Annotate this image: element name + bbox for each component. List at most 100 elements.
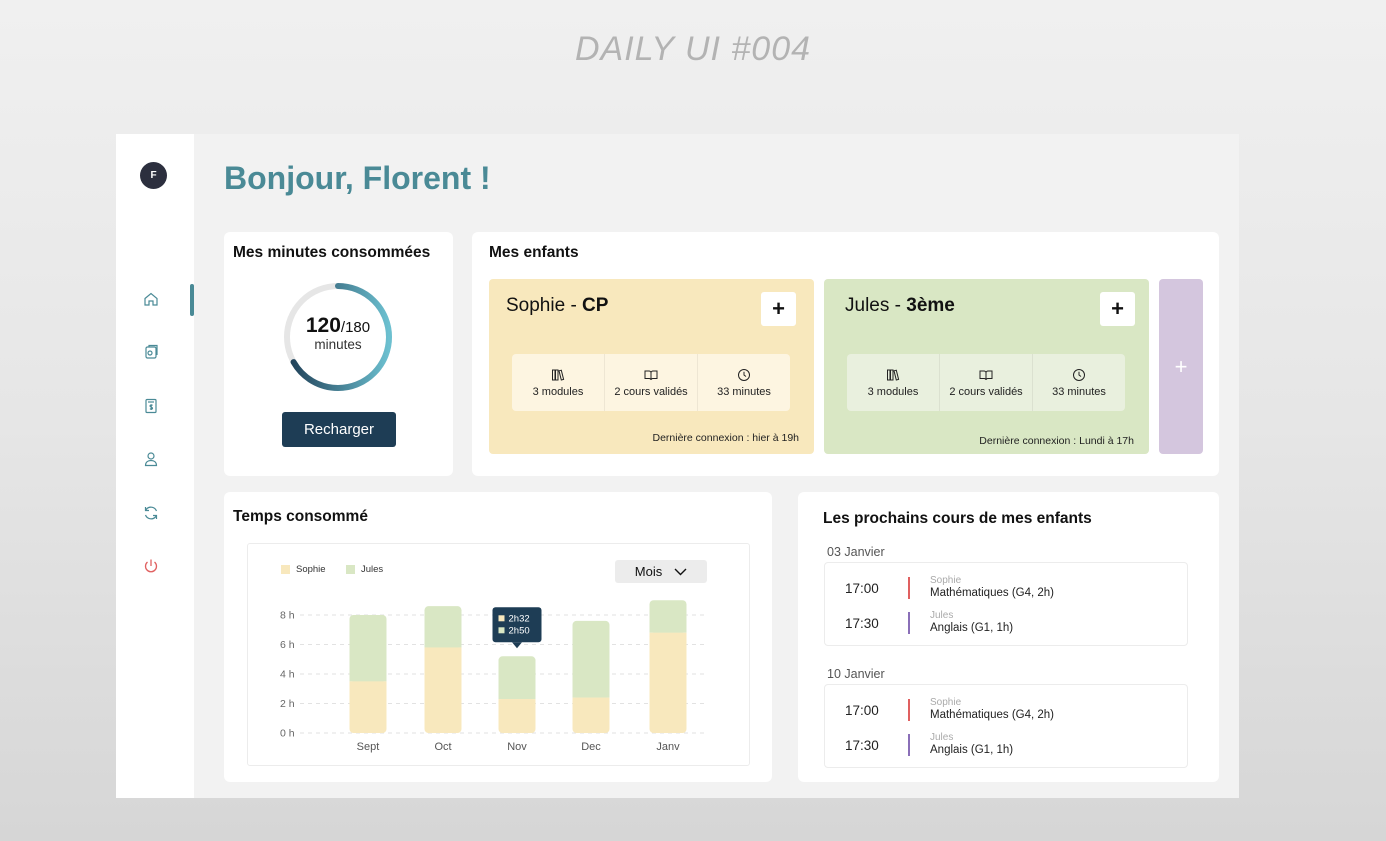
page-title: Bonjour, Florent ! xyxy=(224,160,491,196)
course-color-bar xyxy=(908,612,910,634)
child-add-button[interactable]: + xyxy=(1100,292,1135,326)
bar-sophie-sept xyxy=(349,681,387,733)
minutes-unit: minutes xyxy=(314,337,362,352)
bar-sophie-oct xyxy=(424,647,462,733)
bar-seam-bottom xyxy=(498,699,536,704)
avatar[interactable]: F xyxy=(140,162,167,189)
tooltip-swatch xyxy=(498,615,505,622)
legend-swatch-jules xyxy=(346,565,355,574)
day-schedule: 17:00 Sophie Mathématiques (G4, 2h) 17:3… xyxy=(824,684,1188,768)
course-color-bar xyxy=(908,699,910,721)
child-card-jules[interactable]: Jules - 3ème + 3 modules 2 cours validés… xyxy=(824,279,1149,454)
minutes-card: Mes minutes consommées 120/180 minutes R… xyxy=(224,232,453,476)
bar-seam-top xyxy=(498,695,536,700)
recharge-button[interactable]: Recharger xyxy=(282,412,396,447)
nav-sync[interactable] xyxy=(142,504,160,522)
app-window: F Bonjour, Florent ! Mes minutes consomm… xyxy=(116,134,1239,798)
bar-sophie-nov xyxy=(498,699,536,733)
course-name: Mathématiques (G4, 2h) xyxy=(930,709,1055,721)
stat-courses: 2 cours validés xyxy=(939,354,1032,411)
child-last-login: Dernière connexion : hier à 19h xyxy=(652,432,799,444)
course-child: Jules xyxy=(930,732,954,743)
book-open-icon xyxy=(644,370,658,380)
documents-icon xyxy=(145,344,158,359)
children-card: Mes enfants Sophie - CP + 3 modules 2 co… xyxy=(472,232,1219,476)
time-consumed-card: Temps consommé Sophie Jules Mois 0 h 2 h 4… xyxy=(224,492,772,782)
bar-sophie-dec xyxy=(572,697,610,733)
tooltip-value: 2h32 xyxy=(509,613,530,624)
course-time: 17:00 xyxy=(845,703,879,718)
stat-modules: 3 modules xyxy=(847,354,939,411)
course-item[interactable]: 17:00 Sophie Mathématiques (G4, 2h) xyxy=(845,575,1175,605)
stat-courses: 2 cours validés xyxy=(604,354,697,411)
user-icon xyxy=(144,452,158,467)
course-name: Mathématiques (G4, 2h) xyxy=(930,587,1055,599)
add-child-button[interactable]: + xyxy=(1159,279,1203,454)
x-tick-label: Janv xyxy=(656,741,680,753)
child-name: Sophie - CP xyxy=(506,295,609,316)
nav-home[interactable] xyxy=(142,290,160,308)
bar-jules-oct xyxy=(424,606,462,648)
x-tick-label: Nov xyxy=(507,741,527,753)
y-tick-label: 4 h xyxy=(280,669,295,681)
course-item[interactable]: 17:30 Jules Anglais (G1, 1h) xyxy=(845,732,1175,762)
nav-documents[interactable] xyxy=(142,343,160,361)
home-icon xyxy=(144,292,158,306)
child-card-sophie[interactable]: Sophie - CP + 3 modules 2 cours validés … xyxy=(489,279,814,454)
clock-icon xyxy=(1073,368,1085,381)
y-tick-label: 2 h xyxy=(280,698,295,710)
bar-seam-top xyxy=(424,643,462,648)
invoice-icon xyxy=(145,398,157,414)
course-time: 17:30 xyxy=(845,616,879,631)
nav-invoices[interactable] xyxy=(142,397,160,415)
bar-jules-dec xyxy=(572,620,610,698)
upcoming-card-title: Les prochains cours de mes enfants xyxy=(823,510,1092,527)
clock-icon xyxy=(738,368,750,381)
course-time: 17:00 xyxy=(845,581,879,596)
minutes-total: /180 xyxy=(340,319,371,336)
period-select[interactable]: Mois xyxy=(615,560,707,583)
course-time: 17:30 xyxy=(845,738,879,753)
time-card-title: Temps consommé xyxy=(233,508,368,525)
x-tick-label: Oct xyxy=(434,741,451,753)
bar-jules-janv xyxy=(649,600,687,633)
upcoming-courses-card: Les prochains cours de mes enfants 03 Ja… xyxy=(798,492,1219,782)
course-name: Anglais (G1, 1h) xyxy=(930,744,1014,756)
course-child: Jules xyxy=(930,610,954,621)
day-schedule: 17:00 Sophie Mathématiques (G4, 2h) 17:3… xyxy=(824,562,1188,646)
child-add-button[interactable]: + xyxy=(761,292,796,326)
course-color-bar xyxy=(908,577,910,599)
course-child: Sophie xyxy=(930,697,962,708)
nav-logout[interactable] xyxy=(142,557,160,575)
bar-seam-bottom xyxy=(424,647,462,652)
child-name: Jules - 3ème xyxy=(845,295,955,316)
bar-seam-top xyxy=(349,677,387,682)
bar-seam-bottom xyxy=(649,632,687,637)
stat-modules: 3 modules xyxy=(512,354,604,411)
course-item[interactable]: 17:30 Jules Anglais (G1, 1h) xyxy=(845,610,1175,640)
course-child: Sophie xyxy=(930,575,962,586)
x-tick-label: Dec xyxy=(581,741,601,753)
books-icon xyxy=(887,369,900,381)
y-tick-label: 8 h xyxy=(280,610,295,622)
chevron-down-icon xyxy=(674,568,687,575)
tooltip-value: 2h50 xyxy=(509,625,530,636)
stat-minutes: 33 minutes xyxy=(697,354,790,411)
nav-profile[interactable] xyxy=(142,450,160,468)
tooltip-swatch xyxy=(498,627,505,634)
stat-minutes: 33 minutes xyxy=(1032,354,1125,411)
bar-jules-nov xyxy=(498,656,536,700)
tooltip-box xyxy=(492,607,542,643)
legend-sophie: Sophie xyxy=(281,564,326,575)
course-item[interactable]: 17:00 Sophie Mathématiques (G4, 2h) xyxy=(845,697,1175,727)
bar-seam-bottom xyxy=(572,697,610,702)
bar-sophie-janv xyxy=(649,632,687,733)
course-color-bar xyxy=(908,734,910,756)
day-date: 03 Janvier xyxy=(827,545,885,559)
page-banner: DAILY UI #004 xyxy=(574,30,812,68)
legend-jules: Jules xyxy=(346,564,383,575)
tooltip-arrow xyxy=(512,642,522,649)
bar-seam-bottom xyxy=(349,681,387,686)
bar-jules-sept xyxy=(349,615,387,682)
